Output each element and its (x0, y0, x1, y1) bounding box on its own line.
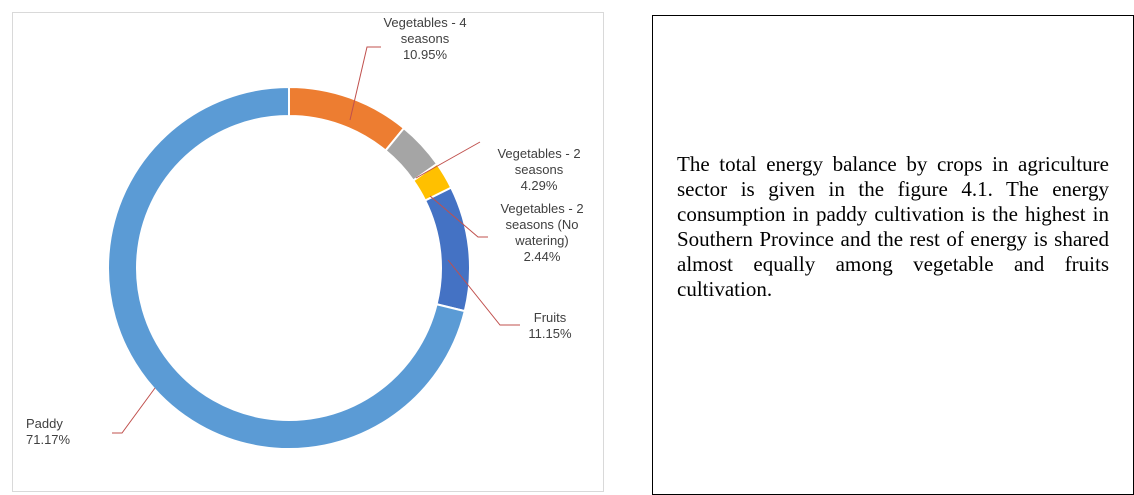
label-value: 2.44% (523, 249, 561, 264)
label-value: 11.15% (528, 326, 572, 341)
label-value: 71.17% (26, 432, 71, 447)
donut-slice (107, 85, 466, 450)
donut-slice (423, 186, 471, 313)
leader-line (429, 195, 488, 238)
donut-slice (288, 85, 406, 152)
paragraph: The total energy balance by crops in agr… (677, 152, 1109, 301)
label-name: Paddy (26, 416, 63, 431)
page: The total energy balance by crops in agr… (12, 12, 1134, 495)
leader-line (415, 141, 481, 179)
label-value: 10.95% (402, 47, 448, 62)
label-name: Vegetables - 4 seasons (383, 15, 467, 46)
leader-line (349, 46, 381, 121)
data-label: Paddy 71.17% (26, 416, 106, 448)
data-label: Vegetables - 2 seasons (No watering) 2.44… (490, 201, 594, 265)
text-box: The total energy balance by crops in agr… (652, 15, 1134, 495)
data-label: Fruits 11.15% (505, 310, 595, 342)
label-name: Fruits (533, 310, 567, 325)
leader-line (447, 259, 520, 326)
leader-line (112, 387, 156, 434)
chart (107, 46, 520, 450)
data-label: Vegetables - 2 seasons 4.29% (484, 146, 594, 194)
data-label: Vegetables - 4 seasons 10.95% (370, 15, 480, 63)
label-name: Vegetables - 2 seasons (No watering) (500, 201, 584, 248)
label-value: 4.29% (520, 178, 558, 193)
label-name: Vegetables - 2 seasons (497, 146, 581, 177)
